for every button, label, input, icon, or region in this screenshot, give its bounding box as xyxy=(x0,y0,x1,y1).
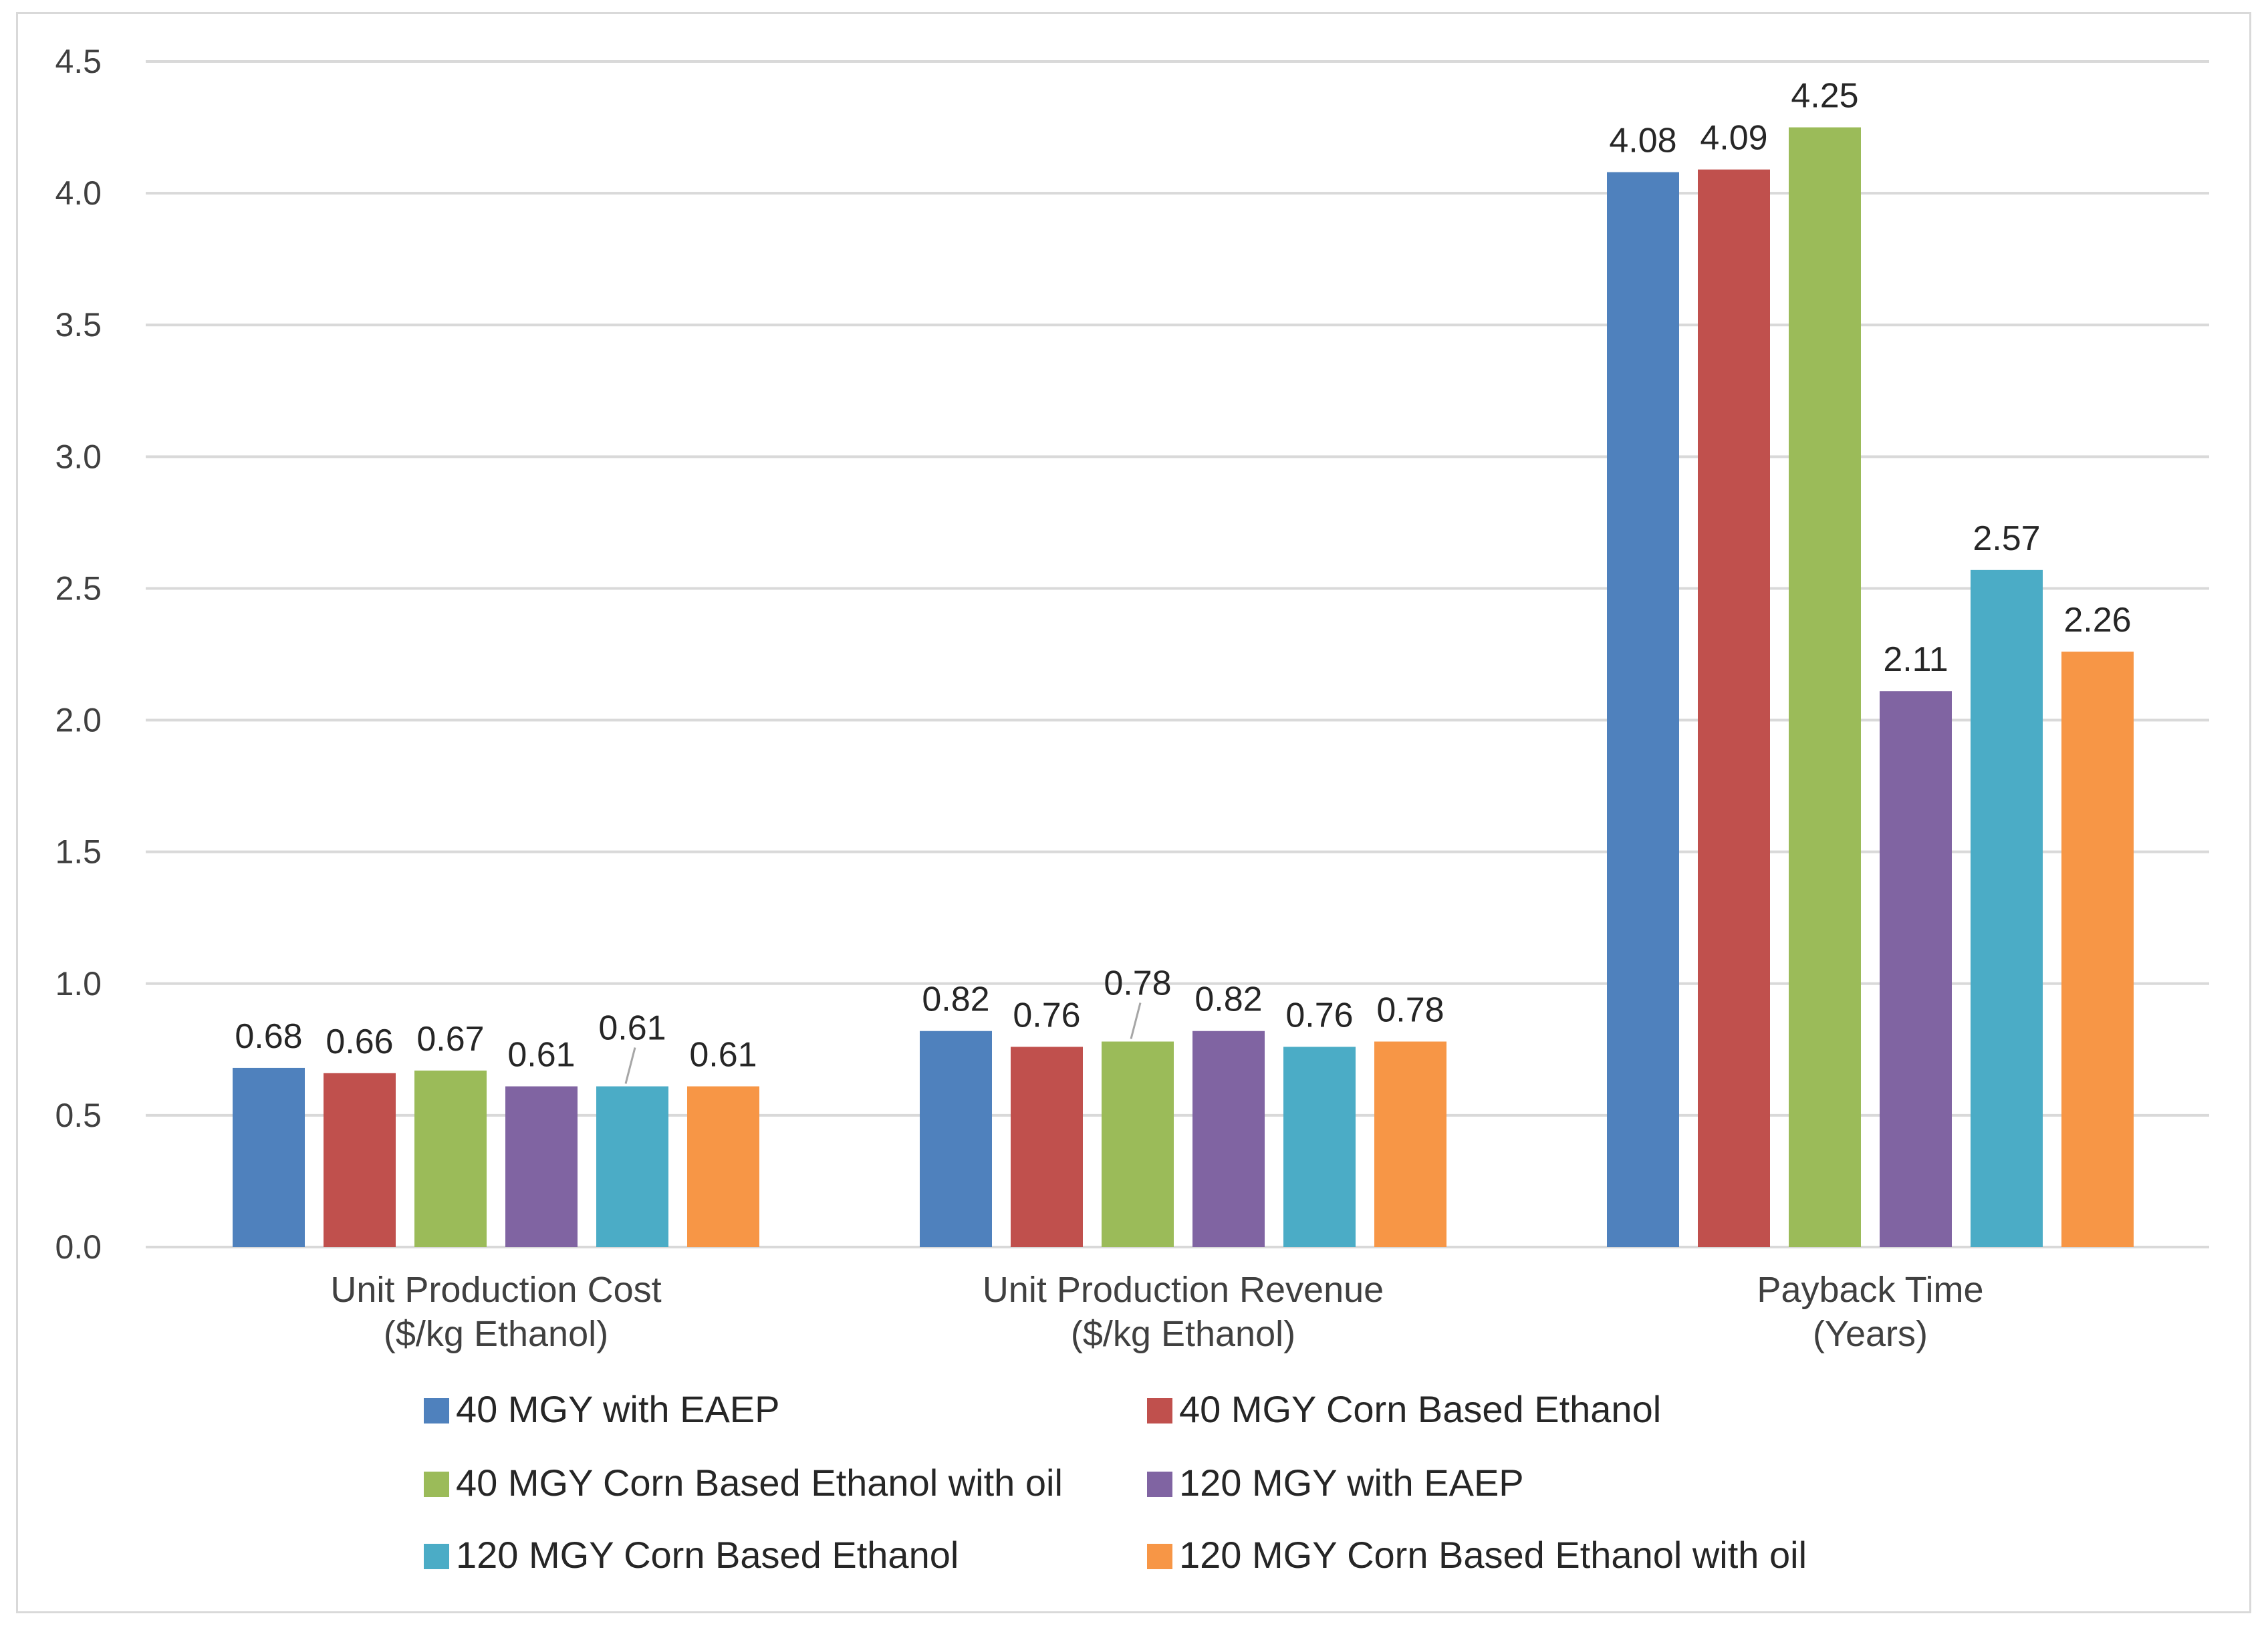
legend-swatch xyxy=(424,1472,449,1497)
category-label: Unit Production Revenue xyxy=(983,1270,1384,1310)
y-tick-label: 0.0 xyxy=(55,1228,102,1266)
bar xyxy=(505,1086,578,1247)
bar xyxy=(1102,1041,1174,1247)
bars xyxy=(233,127,2134,1248)
data-label: 0.66 xyxy=(326,1023,393,1061)
y-tick-label: 4.5 xyxy=(55,43,102,80)
y-tick-label: 3.5 xyxy=(55,306,102,344)
y-tick-label: 1.5 xyxy=(55,833,102,871)
bar xyxy=(920,1031,992,1247)
data-label: 4.08 xyxy=(1609,122,1676,160)
bar xyxy=(1011,1047,1083,1247)
y-axis-ticks: 0.0 0.5 1.0 1.5 2.0 2.5 3.0 3.5 4.0 4.5 xyxy=(55,43,102,1266)
data-label: 2.57 xyxy=(1973,519,2040,558)
category-label: ($/kg Ethanol) xyxy=(384,1314,608,1354)
category-label: ($/kg Ethanol) xyxy=(1071,1314,1295,1354)
bar xyxy=(687,1086,759,1247)
bar xyxy=(1374,1041,1446,1247)
bar xyxy=(2061,652,2134,1247)
y-tick-label: 2.5 xyxy=(55,569,102,607)
legend-label: 120 MGY with EAEP xyxy=(1179,1462,1524,1504)
legend-label: 40 MGY with EAEP xyxy=(456,1388,780,1430)
data-label: 0.68 xyxy=(235,1017,302,1056)
category-label: (Years) xyxy=(1813,1314,1928,1354)
y-tick-label: 4.0 xyxy=(55,174,102,212)
legend-label: 40 MGY Corn Based Ethanol with oil xyxy=(456,1462,1063,1504)
legend-swatch xyxy=(424,1544,449,1569)
legend-label: 120 MGY Corn Based Ethanol xyxy=(456,1534,959,1576)
bar xyxy=(1698,169,1770,1247)
bar xyxy=(1192,1031,1265,1247)
data-label: 0.67 xyxy=(416,1020,484,1059)
leader-line xyxy=(624,1047,636,1084)
chart-frame xyxy=(16,12,2251,1613)
y-tick-label: 0.5 xyxy=(55,1097,102,1134)
legend-swatch xyxy=(1147,1398,1172,1423)
gridlines xyxy=(146,60,2209,1248)
leader-lines xyxy=(624,1002,1142,1084)
bar xyxy=(414,1070,487,1247)
data-label: 0.61 xyxy=(689,1036,757,1075)
data-label: 4.25 xyxy=(1791,77,1858,116)
data-label: 0.76 xyxy=(1285,996,1353,1035)
legend-label: 40 MGY Corn Based Ethanol xyxy=(1179,1388,1661,1430)
y-tick-label: 2.0 xyxy=(55,702,102,739)
legend-swatch xyxy=(424,1398,449,1423)
legend-swatch xyxy=(1147,1544,1172,1569)
data-label: 0.82 xyxy=(1194,980,1262,1019)
leader-line xyxy=(1130,1002,1142,1039)
data-label: 0.61 xyxy=(598,1009,666,1048)
data-labels: 0.68 0.82 4.08 0.66 0.76 4.09 0.67 0.78 4.25 0.61… xyxy=(235,77,2131,1075)
y-tick-label: 3.0 xyxy=(55,438,102,475)
data-label: 0.76 xyxy=(1013,996,1080,1035)
data-label: 0.78 xyxy=(1104,964,1171,1003)
bar xyxy=(233,1067,305,1247)
category-label: Payback Time xyxy=(1757,1270,1983,1310)
x-axis-categories: Unit Production Cost($/kg Ethanol)Unit P… xyxy=(330,1270,1983,1354)
data-label: 0.61 xyxy=(507,1036,575,1075)
bar xyxy=(1283,1047,1356,1247)
data-label: 2.11 xyxy=(1883,640,1948,679)
legend-swatch xyxy=(1147,1472,1172,1497)
data-label: 0.82 xyxy=(922,980,989,1019)
bar xyxy=(596,1086,668,1247)
data-label: 4.09 xyxy=(1700,119,1767,158)
legend-label: 120 MGY Corn Based Ethanol with oil xyxy=(1179,1534,1807,1576)
y-tick-label: 1.0 xyxy=(55,965,102,1002)
data-label: 2.26 xyxy=(2063,601,2131,640)
category-label: Unit Production Cost xyxy=(330,1270,661,1310)
bar xyxy=(1880,691,1952,1247)
data-label: 0.78 xyxy=(1376,991,1444,1030)
bar xyxy=(1607,172,1679,1247)
bar xyxy=(1971,569,2043,1247)
bar xyxy=(1789,127,1861,1248)
bar xyxy=(324,1073,396,1247)
legend: 40 MGY with EAEP 40 MGY Corn Based Ethano… xyxy=(424,1388,1807,1576)
